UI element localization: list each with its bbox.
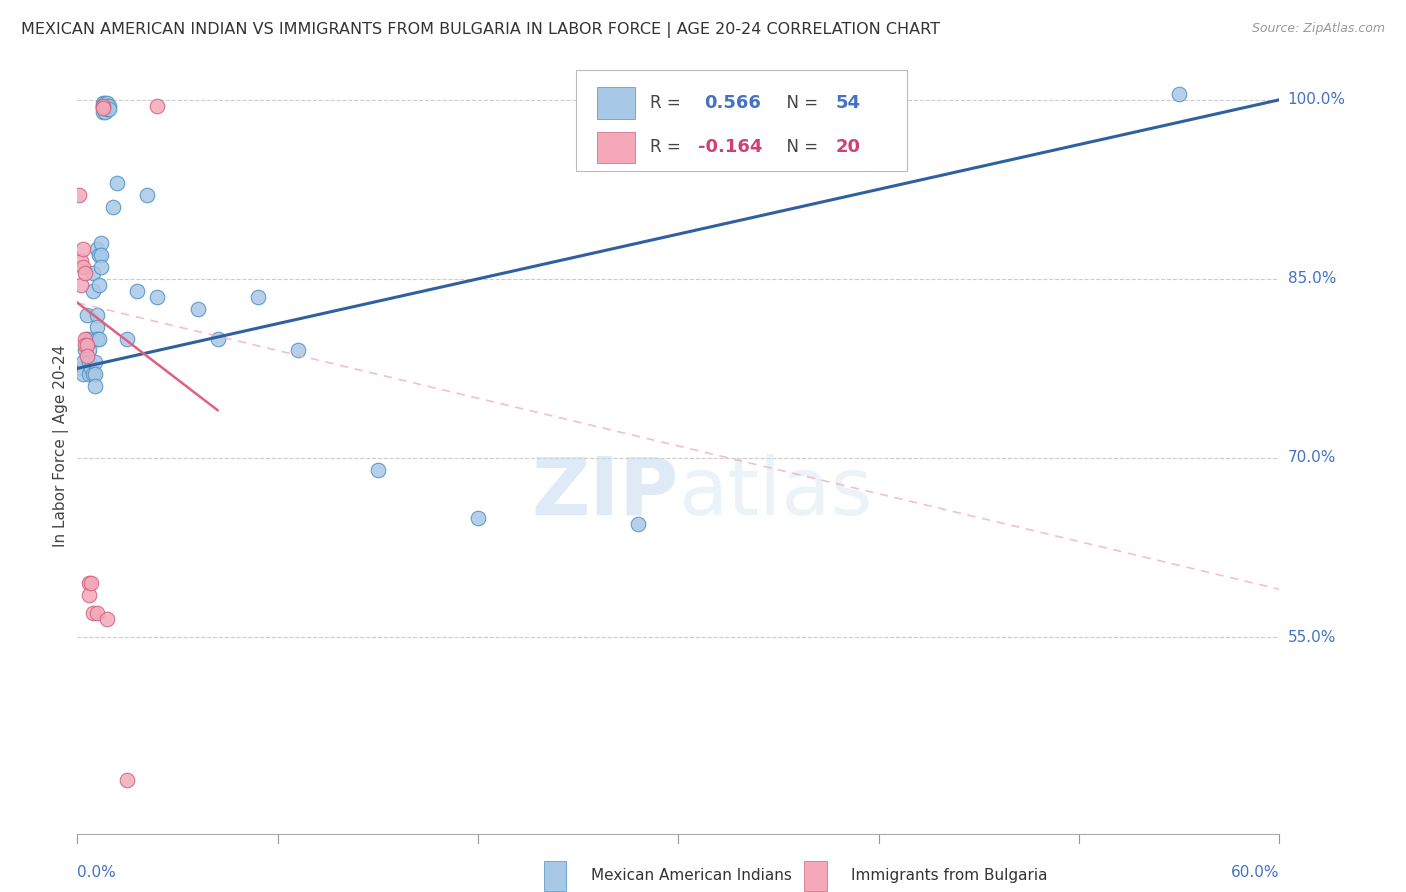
Point [93, 99, 115, 113]
Text: 20: 20 [837, 138, 860, 156]
Point [72, 260, 94, 274]
Point [89, 332, 111, 346]
Text: 0.0%: 0.0% [77, 864, 117, 880]
Point [75, 266, 97, 280]
Point [70, 277, 93, 292]
Text: R =: R = [650, 94, 686, 112]
Point [79, 343, 101, 358]
Point [84, 368, 107, 382]
Text: 60.0%: 60.0% [1232, 864, 1279, 880]
Point [86, 242, 108, 256]
Text: Source: ZipAtlas.com: Source: ZipAtlas.com [1251, 22, 1385, 36]
Point [207, 332, 229, 346]
Point [80, 332, 103, 346]
Text: atlas: atlas [679, 453, 873, 532]
Point [117, 773, 139, 788]
Point [72, 242, 94, 256]
Text: N =: N = [776, 138, 823, 156]
Point [75, 343, 97, 358]
Point [84, 355, 107, 369]
Point [82, 368, 104, 382]
Point [93, 104, 115, 119]
Point [75, 337, 97, 351]
Point [89, 277, 111, 292]
Point [90, 260, 112, 274]
Point [146, 99, 169, 113]
Point [94, 104, 117, 119]
Text: Mexican American Indians: Mexican American Indians [591, 869, 792, 883]
Point [1168, 87, 1191, 101]
Point [86, 308, 108, 322]
Point [96, 99, 118, 113]
Point [136, 188, 159, 202]
Point [367, 463, 389, 477]
Point [96, 612, 118, 626]
Point [76, 332, 98, 346]
FancyBboxPatch shape [596, 132, 636, 162]
Text: 54: 54 [837, 94, 860, 112]
Point [80, 361, 103, 376]
Text: 100.0%: 100.0% [1288, 92, 1346, 107]
Point [76, 350, 98, 364]
Point [86, 332, 108, 346]
Text: 85.0%: 85.0% [1288, 271, 1336, 286]
Point [67, 188, 90, 202]
Point [107, 177, 129, 191]
Point [117, 332, 139, 346]
Point [76, 308, 98, 322]
Y-axis label: In Labor Force | Age 20-24: In Labor Force | Age 20-24 [53, 345, 69, 547]
Text: ZIP: ZIP [531, 453, 679, 532]
Point [94, 101, 117, 115]
Point [93, 96, 115, 111]
Text: R =: R = [650, 138, 686, 156]
Point [70, 361, 93, 376]
Point [79, 355, 101, 369]
Point [86, 606, 108, 620]
Point [76, 337, 98, 351]
Point [127, 284, 149, 298]
Point [70, 254, 93, 268]
Point [72, 355, 94, 369]
Text: 0.566: 0.566 [703, 94, 761, 112]
Point [98, 99, 121, 113]
Text: -0.164: -0.164 [697, 138, 762, 156]
Text: MEXICAN AMERICAN INDIAN VS IMMIGRANTS FROM BULGARIA IN LABOR FORCE | AGE 20-24 C: MEXICAN AMERICAN INDIAN VS IMMIGRANTS FR… [21, 22, 941, 38]
Point [79, 576, 101, 591]
Point [79, 588, 101, 602]
Point [82, 284, 104, 298]
Point [90, 235, 112, 250]
Point [89, 248, 111, 262]
Point [86, 319, 108, 334]
Point [98, 103, 121, 117]
Point [186, 301, 209, 316]
Point [93, 99, 115, 113]
Point [96, 103, 118, 117]
FancyBboxPatch shape [596, 87, 636, 119]
Point [82, 606, 104, 620]
Point [94, 99, 117, 113]
FancyBboxPatch shape [576, 70, 907, 170]
Point [93, 101, 115, 115]
Point [80, 576, 103, 591]
Text: 70.0%: 70.0% [1288, 450, 1336, 466]
Point [467, 510, 489, 524]
Point [287, 343, 309, 358]
Text: N =: N = [776, 94, 823, 112]
Point [246, 290, 269, 304]
Text: Immigrants from Bulgaria: Immigrants from Bulgaria [851, 869, 1047, 883]
Point [84, 379, 107, 393]
Point [79, 368, 101, 382]
Point [90, 248, 112, 262]
Point [627, 516, 650, 531]
Point [72, 368, 94, 382]
Point [82, 266, 104, 280]
Point [93, 101, 115, 115]
Point [103, 200, 125, 214]
Point [94, 96, 117, 111]
Text: 55.0%: 55.0% [1288, 630, 1336, 645]
Point [96, 96, 118, 111]
Point [75, 332, 97, 346]
Point [146, 290, 169, 304]
